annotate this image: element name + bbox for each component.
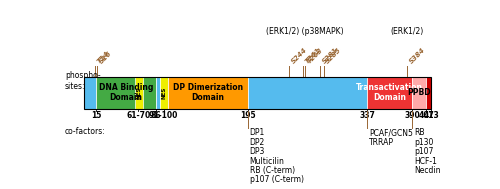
Bar (135, 77, 142, 108)
Text: Multicilin: Multicilin (250, 156, 284, 166)
Text: T14: T14 (96, 50, 110, 65)
Bar (368, 77, 412, 108)
Text: (ERK1/2): (ERK1/2) (390, 27, 424, 36)
Text: 61-70: 61-70 (126, 112, 150, 120)
Text: Necdin: Necdin (414, 166, 440, 175)
Text: p130: p130 (414, 138, 433, 147)
Bar (248, 77, 368, 108)
Text: DP Dimerization
Domain: DP Dimerization Domain (173, 83, 243, 102)
Text: RB: RB (414, 128, 424, 137)
Text: 337: 337 (360, 112, 376, 120)
Text: TRRAP: TRRAP (369, 138, 394, 147)
Text: (ERK1/2) (p38MAPK): (ERK1/2) (p38MAPK) (266, 27, 344, 36)
Bar (412, 77, 426, 108)
Text: PCAF/GCN5: PCAF/GCN5 (369, 128, 413, 137)
Text: S16: S16 (98, 50, 112, 65)
Text: DP2: DP2 (250, 138, 265, 147)
Text: p107: p107 (414, 147, 433, 156)
Text: Transactivation
Domain: Transactivation Domain (356, 83, 424, 102)
Text: 407: 407 (418, 112, 434, 120)
Text: 86: 86 (150, 112, 162, 120)
Text: S285: S285 (324, 47, 342, 65)
Bar (96, 77, 156, 108)
Bar (84, 77, 432, 108)
Text: 390: 390 (404, 112, 420, 120)
Text: T261: T261 (304, 47, 322, 65)
Text: p107 (C-term): p107 (C-term) (250, 175, 304, 184)
Text: NES: NES (136, 86, 141, 99)
Text: PPBD: PPBD (408, 88, 431, 97)
Text: 91-100: 91-100 (149, 112, 178, 120)
Bar (160, 77, 168, 108)
Bar (84, 77, 96, 108)
Bar (156, 77, 160, 108)
Text: S281: S281 (321, 47, 339, 65)
Text: S244: S244 (290, 47, 308, 65)
Text: DP3: DP3 (250, 147, 265, 156)
Text: DP1: DP1 (250, 128, 265, 137)
Text: DNA Binding
Domain: DNA Binding Domain (99, 83, 154, 102)
Bar (426, 77, 432, 108)
Text: phospho-
sites:: phospho- sites: (65, 71, 100, 91)
Text: 413: 413 (424, 112, 440, 120)
Text: S384: S384 (408, 47, 426, 65)
Text: T263: T263 (306, 47, 324, 65)
Text: 195: 195 (240, 112, 256, 120)
Text: HCF-1: HCF-1 (414, 156, 436, 166)
Text: 15: 15 (91, 112, 102, 120)
Text: NES: NES (162, 86, 166, 99)
Text: RB (C-term): RB (C-term) (250, 166, 294, 175)
Text: co-factors:: co-factors: (65, 127, 106, 136)
Bar (168, 77, 248, 108)
